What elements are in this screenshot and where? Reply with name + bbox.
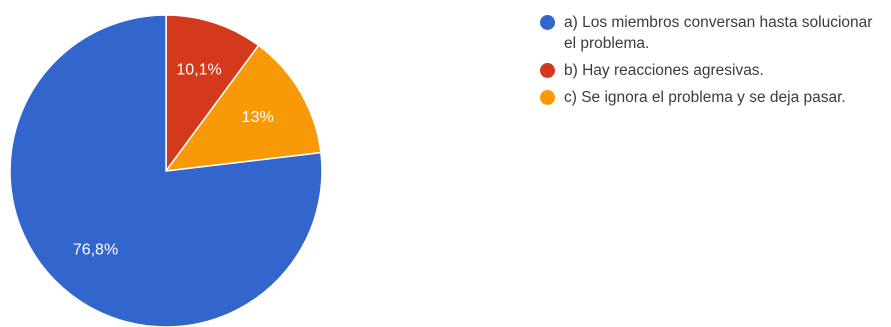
pie-slice-a (9, 14, 323, 327)
legend-item-a: a) Los miembros conversan hasta solucion… (540, 12, 885, 54)
legend-label-c: c) Se ignora el problema y se deja pasar… (564, 89, 846, 106)
slice-label-c: 13% (242, 109, 274, 126)
pie-slice-c (164, 44, 322, 172)
legend-swatch-b (540, 63, 555, 78)
legend-label-a: a) Los miembros conversan hasta solucion… (564, 14, 873, 52)
legend-swatch-a (540, 15, 555, 30)
slice-label-b: 10,1% (176, 61, 221, 78)
legend-item-b: b) Hay reacciones agresivas. (540, 60, 885, 81)
chart-legend: a) Los miembros conversan hasta solucion… (540, 12, 885, 114)
pie-slice-b (165, 14, 260, 174)
legend-swatch-c (540, 90, 555, 105)
legend-label-b: b) Hay reacciones agresivas. (564, 62, 764, 79)
slice-label-a: 76,8% (73, 242, 118, 259)
legend-item-c: c) Se ignora el problema y se deja pasar… (540, 87, 885, 108)
